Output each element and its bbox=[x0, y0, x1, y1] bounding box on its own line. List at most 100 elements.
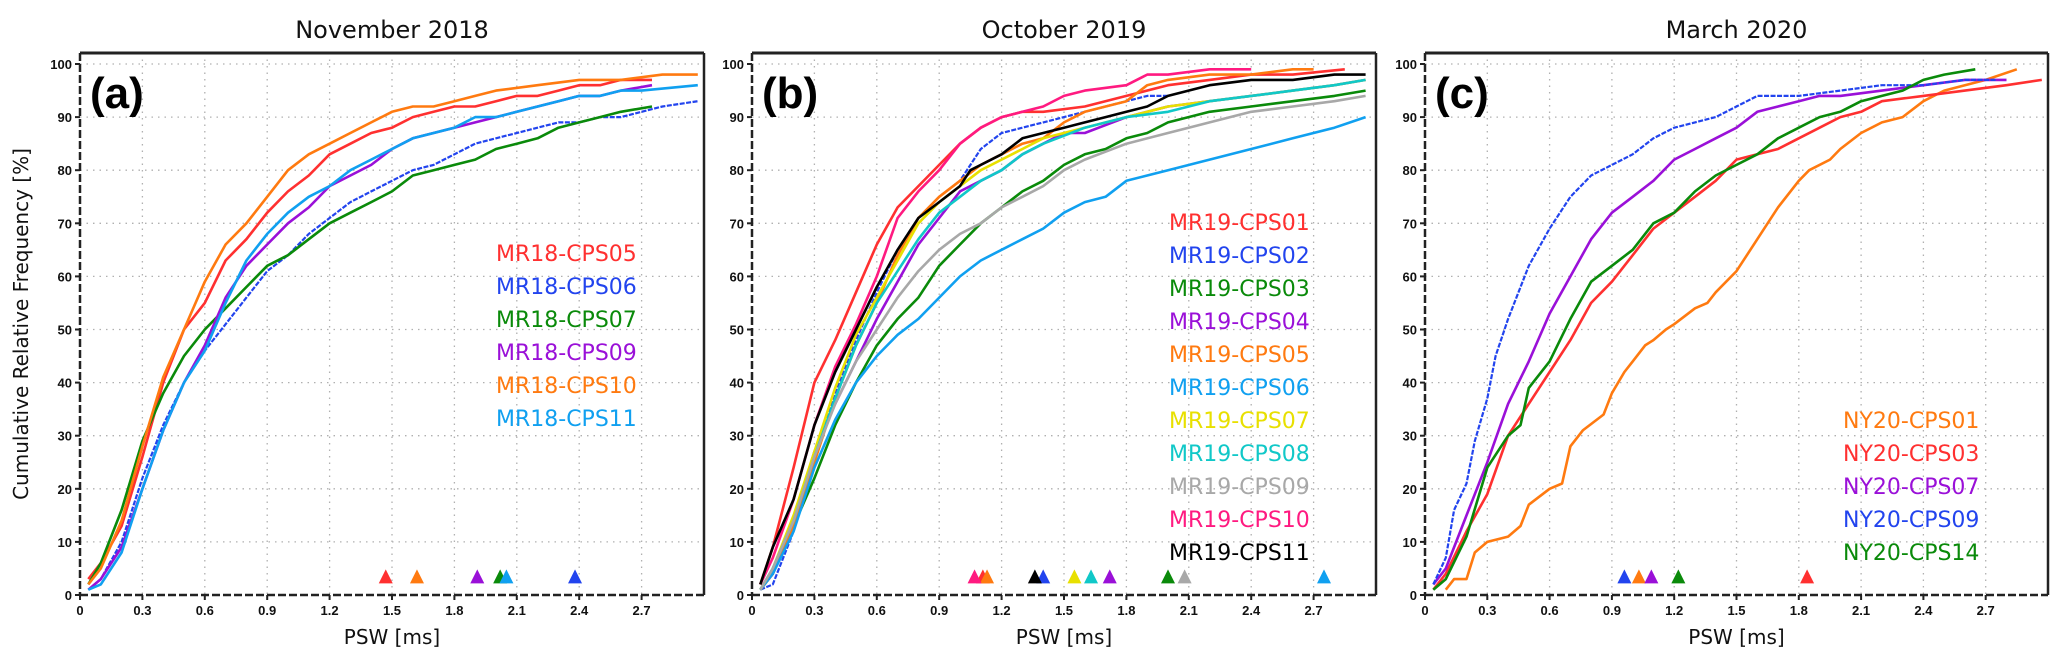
y-tick-label: 20 bbox=[1403, 482, 1417, 497]
marker-triangle-ny20-cps09 bbox=[1617, 569, 1632, 584]
y-tick-label: 70 bbox=[58, 216, 72, 231]
x-tick-label: 1.2 bbox=[1665, 603, 1683, 618]
marker-triangle-mr19-cps07 bbox=[1067, 569, 1082, 584]
marker-triangle-mr18-cps10 bbox=[409, 569, 424, 584]
y-tick-label: 80 bbox=[58, 163, 72, 178]
x-axis-label: PSW [ms] bbox=[344, 625, 440, 649]
x-tick-label: 2.7 bbox=[1977, 603, 1995, 618]
x-tick-label: 2.7 bbox=[1305, 603, 1323, 618]
series-line-mr18-cps10 bbox=[87, 73, 698, 586]
marker-triangle-mr19-cps03 bbox=[1161, 569, 1175, 584]
x-tick-label: 1.8 bbox=[445, 603, 463, 618]
y-tick-label: 0 bbox=[1410, 588, 1417, 603]
y-tick-label: 0 bbox=[737, 588, 744, 603]
legend-entry: NY20-CPS07 bbox=[1843, 475, 1979, 500]
legend-entry: MR19-CPS02 bbox=[1169, 244, 1310, 269]
legend-entry: MR18-CPS05 bbox=[496, 242, 637, 267]
legend-entry: MR19-CPS07 bbox=[1169, 409, 1310, 434]
series-line-mr18-cps07 bbox=[87, 105, 653, 586]
x-tick-label: 2.7 bbox=[633, 603, 651, 618]
legend-entry: MR18-CPS11 bbox=[496, 407, 637, 432]
legend-entry: NY20-CPS14 bbox=[1843, 541, 1979, 566]
legend-entry: MR19-CPS06 bbox=[1169, 376, 1310, 401]
y-tick-label: 50 bbox=[1403, 323, 1417, 338]
chart-title: October 2019 bbox=[982, 16, 1147, 44]
y-tick-label: 100 bbox=[722, 57, 744, 72]
x-tick-label: 2.4 bbox=[570, 603, 589, 618]
legend-entry: MR19-CPS09 bbox=[1169, 475, 1310, 500]
x-axis-label: PSW [ms] bbox=[1016, 625, 1112, 649]
marker-triangle-mr18-cps05 bbox=[378, 569, 393, 584]
panel-b: 0 0.3 0.6 0.9 1.2 1.5 1.8 2.1 2.4 2.7 0 10 20 30 40 50 6… bbox=[722, 16, 1378, 649]
marker-triangle-mr19-cps10 bbox=[967, 569, 982, 584]
x-tick-label: 0.9 bbox=[1603, 603, 1621, 618]
series-line-ny20-cps14 bbox=[1432, 68, 1976, 591]
legend-entry: MR19-CPS10 bbox=[1169, 508, 1310, 533]
legend-entry: MR18-CPS07 bbox=[496, 308, 637, 333]
y-tick-label: 90 bbox=[58, 110, 72, 125]
marker-triangle-mr18-cps06 bbox=[568, 569, 583, 584]
legend-entry: MR18-CPS06 bbox=[496, 275, 637, 300]
x-tick-label: 0.3 bbox=[133, 603, 151, 618]
legend-entry: MR18-CPS10 bbox=[496, 374, 637, 399]
x-tick-label: 1.8 bbox=[1790, 603, 1808, 618]
y-tick-label: 40 bbox=[730, 376, 744, 391]
y-tick-label: 90 bbox=[1403, 110, 1417, 125]
y-tick-label: 10 bbox=[1403, 535, 1417, 550]
marker-triangle-ny20-cps07 bbox=[1644, 569, 1659, 584]
x-tick-label: 0.3 bbox=[805, 603, 823, 618]
x-tick-label: 2.1 bbox=[1180, 603, 1198, 618]
legend-entry: MR19-CPS11 bbox=[1169, 541, 1310, 566]
x-tick-label: 1.2 bbox=[321, 603, 339, 618]
chart-title: March 2020 bbox=[1666, 16, 1808, 44]
marker-triangle-mr18-cps11 bbox=[499, 569, 514, 584]
y-tick-label: 50 bbox=[730, 323, 744, 338]
y-tick-label: 90 bbox=[730, 110, 744, 125]
y-tick-label: 30 bbox=[1403, 429, 1417, 444]
y-tick-label: 10 bbox=[58, 535, 72, 550]
series-line-ny20-cps07 bbox=[1432, 78, 2007, 586]
legend-entry: NY20-CPS09 bbox=[1843, 508, 1979, 533]
x-tick-label: 0.3 bbox=[1478, 603, 1496, 618]
legend-entry: MR18-CPS09 bbox=[496, 341, 637, 366]
y-tick-label: 80 bbox=[730, 163, 744, 178]
y-tick-label: 70 bbox=[730, 216, 744, 231]
y-tick-label: 50 bbox=[58, 323, 72, 338]
y-tick-label: 100 bbox=[1395, 57, 1417, 72]
x-tick-label: 0 bbox=[76, 603, 83, 618]
x-tick-label: 1.5 bbox=[1727, 603, 1745, 618]
marker-triangle-mr19-cps06 bbox=[1317, 569, 1331, 584]
y-tick-label: 60 bbox=[58, 269, 72, 284]
x-tick-label: 0.9 bbox=[258, 603, 276, 618]
series-line-mr19-cps03 bbox=[759, 89, 1366, 591]
x-tick-label: 2.1 bbox=[1852, 603, 1870, 618]
legend-entry: MR19-CPS04 bbox=[1169, 310, 1310, 335]
x-tick-label: 0.6 bbox=[196, 603, 214, 618]
y-tick-label: 40 bbox=[1403, 376, 1417, 391]
x-tick-label: 1.5 bbox=[383, 603, 401, 618]
marker-triangle-mr18-cps09 bbox=[470, 569, 485, 584]
series-line-ny20-cps09 bbox=[1432, 78, 1997, 585]
y-tick-label: 20 bbox=[730, 482, 744, 497]
marker-triangle-mr19-cps08 bbox=[1084, 569, 1099, 584]
y-tick-label: 20 bbox=[58, 482, 72, 497]
y-tick-label: 100 bbox=[50, 57, 72, 72]
x-tick-label: 1.8 bbox=[1117, 603, 1135, 618]
series-line-mr19-cps06 bbox=[759, 115, 1367, 591]
panel-letter: (a) bbox=[90, 69, 144, 118]
series-line-mr19-cps09 bbox=[759, 94, 1366, 591]
y-tick-label: 0 bbox=[65, 588, 72, 603]
y-axis-label: Cumulative Relative Frequency [%] bbox=[9, 148, 33, 500]
x-tick-label: 1.5 bbox=[1055, 603, 1073, 618]
panel-c: 0 0.3 0.6 0.9 1.2 1.5 1.8 2.1 2.4 2.7 0 10 20 30 40 50 6… bbox=[1395, 16, 2050, 649]
marker-triangle-mr19-cps04 bbox=[1102, 569, 1117, 584]
panel-letter: (b) bbox=[762, 69, 818, 118]
marker-triangle-mr19-cps11 bbox=[1027, 569, 1042, 584]
x-tick-label: 2.4 bbox=[1914, 603, 1933, 618]
series-line-mr19-cps11 bbox=[759, 73, 1366, 585]
x-tick-label: 1.2 bbox=[993, 603, 1011, 618]
y-tick-label: 30 bbox=[58, 429, 72, 444]
y-tick-label: 10 bbox=[730, 535, 744, 550]
y-tick-label: 60 bbox=[730, 269, 744, 284]
